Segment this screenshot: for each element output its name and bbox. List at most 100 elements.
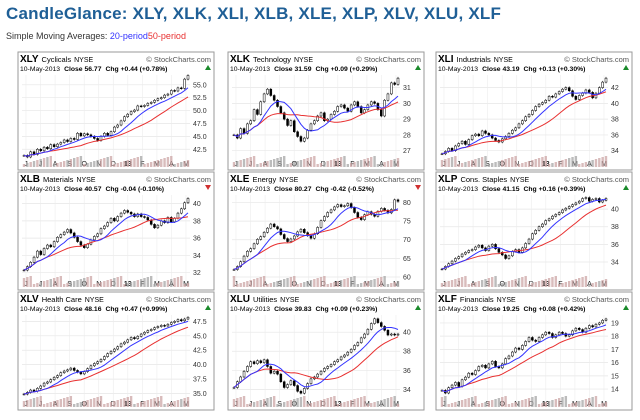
candle-body bbox=[186, 75, 190, 80]
candle-body bbox=[262, 93, 266, 103]
volume-bar bbox=[480, 403, 484, 407]
candle-body bbox=[527, 238, 531, 244]
volume-bar bbox=[279, 157, 283, 167]
volume-bar bbox=[447, 404, 450, 407]
up-arrow-icon bbox=[205, 305, 211, 310]
volume-bar bbox=[236, 398, 239, 407]
volume-bar bbox=[353, 399, 356, 407]
volume-bar bbox=[103, 281, 106, 287]
volume-bar bbox=[46, 157, 49, 167]
volume-bar bbox=[239, 160, 242, 167]
candle-body bbox=[93, 236, 96, 241]
volume-bar bbox=[246, 158, 249, 167]
volume-bar bbox=[293, 162, 296, 167]
volume-bar bbox=[363, 159, 366, 167]
volume-bar bbox=[541, 157, 544, 167]
volume-bar bbox=[554, 399, 557, 407]
x-tick-label: F bbox=[350, 161, 354, 168]
volume-bar bbox=[73, 281, 76, 287]
candle-body bbox=[376, 318, 380, 323]
volume-bar bbox=[501, 160, 504, 167]
change-value: Chg +0.44 (+0.78%) bbox=[105, 66, 167, 73]
volume-bar bbox=[289, 400, 293, 407]
y-tick-label: 38 bbox=[403, 349, 411, 356]
volume-bar bbox=[129, 159, 133, 167]
y-tick-label: 15 bbox=[611, 373, 619, 380]
volume-bar bbox=[289, 277, 293, 287]
quote-line: 10-May-2013 Close 40.57 Chg -0.04 (-0.10%) bbox=[20, 186, 164, 193]
volume-bar bbox=[276, 158, 279, 167]
sector-name: Financials bbox=[460, 295, 494, 304]
volume-bar bbox=[594, 282, 598, 287]
close-value: Close 43.19 bbox=[482, 66, 520, 73]
candle-body bbox=[544, 220, 548, 225]
sma-20-line bbox=[233, 95, 399, 138]
volume-bar bbox=[386, 161, 390, 167]
candle-body bbox=[289, 120, 293, 126]
candle-body bbox=[511, 351, 514, 357]
candle-body bbox=[454, 258, 457, 262]
y-tick-label: 27 bbox=[403, 148, 411, 155]
volume-bar bbox=[236, 284, 239, 287]
candle-body bbox=[356, 342, 360, 346]
candle-body bbox=[180, 319, 183, 322]
volume-bar bbox=[339, 280, 343, 287]
volume-bar bbox=[166, 157, 170, 167]
candle-body bbox=[262, 232, 266, 237]
x-tick-label: F bbox=[558, 161, 562, 168]
candle-body bbox=[484, 365, 487, 369]
ticker-symbol: XLE bbox=[230, 174, 250, 185]
volume-bar bbox=[286, 164, 289, 167]
volume-bar bbox=[517, 164, 521, 167]
close-value: Close 56.77 bbox=[64, 66, 102, 73]
volume-bar bbox=[306, 281, 309, 287]
candle-body bbox=[323, 368, 326, 372]
candle-body bbox=[524, 243, 527, 249]
volume-bar bbox=[96, 283, 99, 287]
y-tick-label: 18 bbox=[611, 334, 619, 341]
volume-bar bbox=[146, 163, 150, 167]
candle-body bbox=[460, 379, 464, 387]
change-value: Chg +0.09 (+0.23%) bbox=[315, 306, 377, 313]
candle-body bbox=[511, 129, 514, 134]
volume-bar bbox=[160, 396, 163, 407]
candle-body bbox=[292, 120, 296, 133]
candle-body bbox=[123, 341, 126, 345]
volume-bar bbox=[497, 161, 501, 167]
volume-bar bbox=[487, 401, 491, 407]
chart-panel-xly: XLY Cyclicals NYSE © StockCharts.com 10-May-… bbox=[17, 51, 215, 171]
y-tick-label: 29 bbox=[403, 117, 411, 124]
panel-header: XLE Energy NYSE bbox=[230, 174, 299, 185]
volume-bar bbox=[598, 281, 601, 287]
volume-bar bbox=[547, 164, 551, 167]
volume-bar bbox=[42, 158, 46, 167]
stockcharts-watermark: © StockCharts.com bbox=[146, 175, 211, 184]
up-arrow-icon bbox=[623, 305, 629, 310]
candle-body bbox=[113, 348, 116, 352]
chart-panel-xlb: XLB Materials NYSE © StockCharts.com 10-May-… bbox=[17, 171, 215, 291]
candle-body bbox=[504, 358, 507, 365]
candle-body bbox=[163, 94, 166, 98]
candle-body bbox=[62, 139, 66, 143]
candle-body bbox=[136, 105, 140, 111]
volume-bar bbox=[62, 284, 66, 287]
sector-name: Industrials bbox=[457, 55, 491, 64]
volume-bar bbox=[376, 164, 380, 167]
volume-bar bbox=[246, 281, 249, 287]
volume-bar bbox=[239, 397, 242, 407]
candle-body bbox=[76, 237, 79, 242]
candle-body bbox=[42, 248, 46, 255]
candle-body bbox=[454, 382, 457, 386]
candle-body bbox=[126, 210, 130, 213]
candle-body bbox=[103, 225, 106, 229]
candle-body bbox=[186, 198, 190, 204]
candle-body bbox=[554, 214, 558, 217]
volume-bar bbox=[99, 159, 103, 167]
volume-bar bbox=[136, 280, 139, 287]
candle-body bbox=[474, 246, 477, 250]
volume-bar bbox=[541, 280, 544, 287]
y-tick-label: 28 bbox=[403, 132, 411, 139]
sma-20-line bbox=[23, 87, 189, 157]
volume-bar bbox=[531, 160, 534, 167]
volume-bar bbox=[484, 156, 487, 167]
